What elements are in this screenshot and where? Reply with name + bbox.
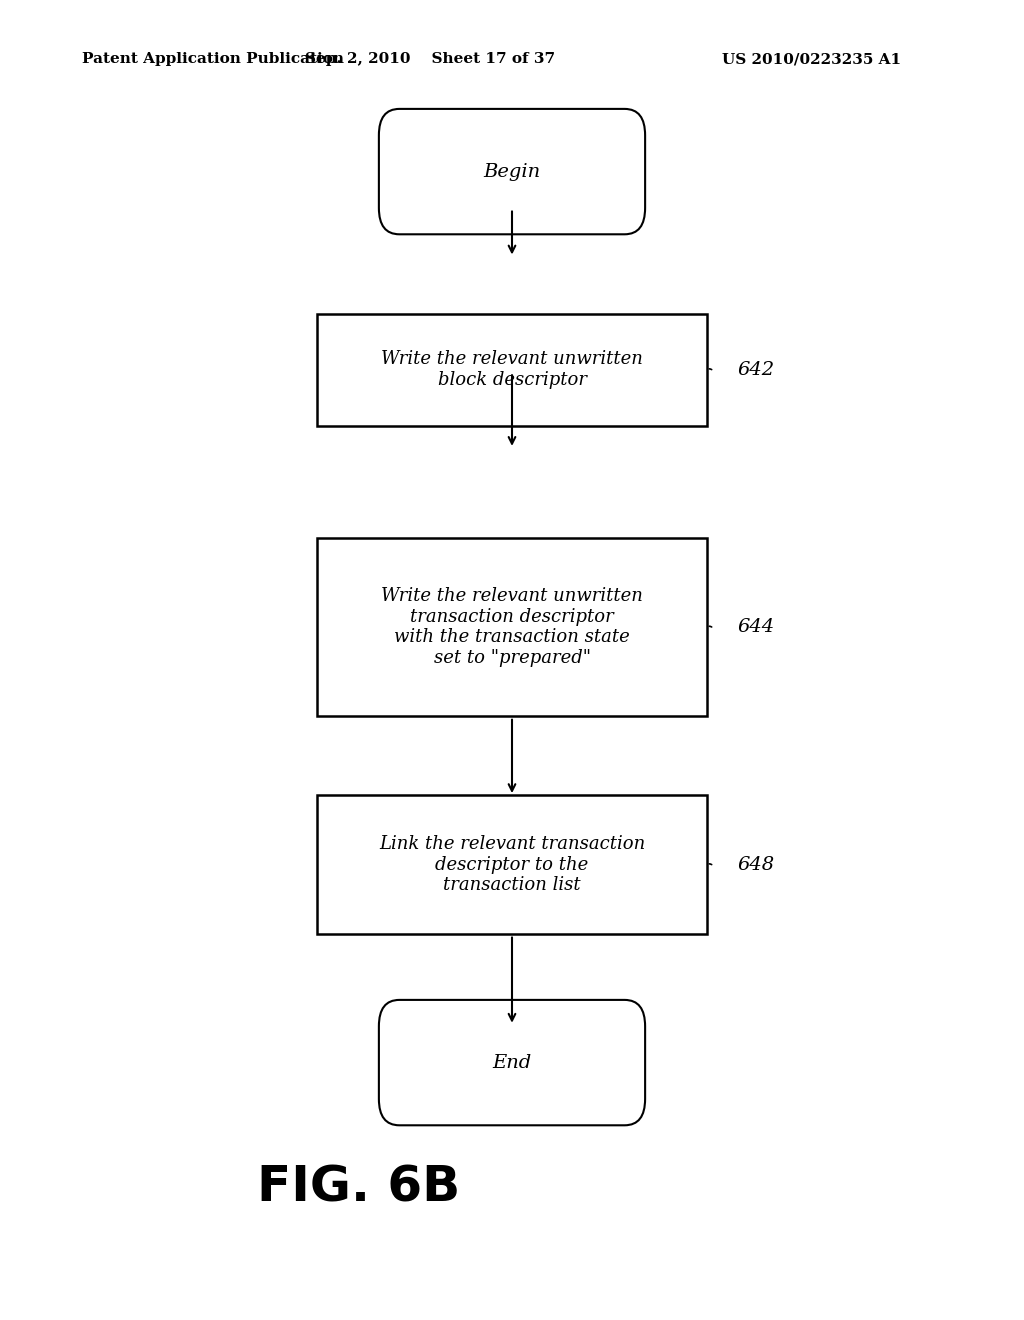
- Text: US 2010/0223235 A1: US 2010/0223235 A1: [722, 53, 901, 66]
- Text: Write the relevant unwritten
transaction descriptor
with the transaction state
s: Write the relevant unwritten transaction…: [381, 587, 643, 667]
- Bar: [317, 314, 707, 425]
- Text: Write the relevant unwritten
block descriptor: Write the relevant unwritten block descr…: [381, 350, 643, 389]
- Text: 644: 644: [737, 618, 774, 636]
- Text: FIG. 6B: FIG. 6B: [257, 1164, 460, 1212]
- FancyBboxPatch shape: [379, 1001, 645, 1125]
- Text: 648: 648: [737, 855, 774, 874]
- Text: Patent Application Publication: Patent Application Publication: [82, 53, 344, 66]
- Bar: [317, 795, 707, 935]
- Text: 642: 642: [737, 360, 774, 379]
- Bar: [317, 539, 707, 715]
- Text: Link the relevant transaction
descriptor to the
transaction list: Link the relevant transaction descriptor…: [379, 834, 645, 895]
- Text: End: End: [493, 1053, 531, 1072]
- Text: Begin: Begin: [483, 162, 541, 181]
- Text: Sep. 2, 2010    Sheet 17 of 37: Sep. 2, 2010 Sheet 17 of 37: [305, 53, 555, 66]
- FancyBboxPatch shape: [379, 110, 645, 235]
